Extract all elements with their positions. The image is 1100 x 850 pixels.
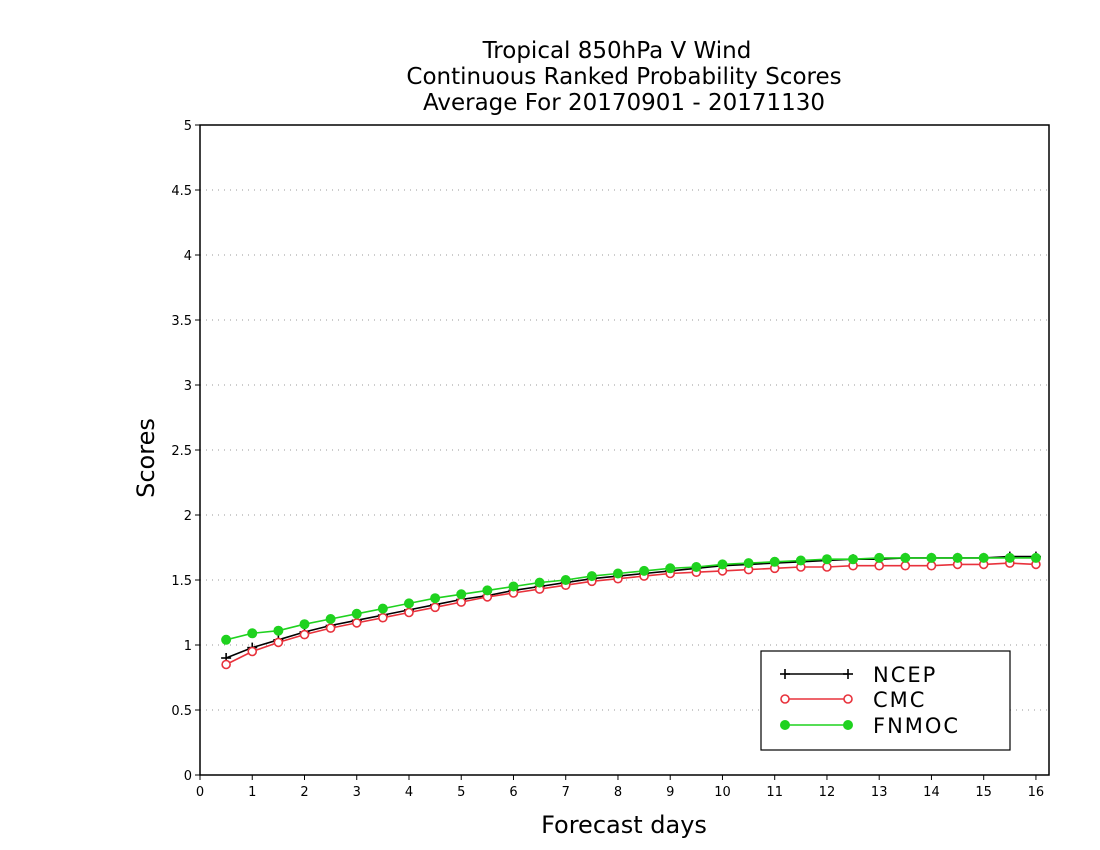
- x-tick-label: 16: [1028, 785, 1045, 800]
- y-tick-label: 0: [184, 769, 192, 784]
- data-point-cmc: [299, 629, 310, 640]
- legend-label-fnmoc: FNMOC: [873, 714, 960, 738]
- data-point-fnmoc: [351, 608, 362, 619]
- x-tick-label: 12: [819, 785, 836, 800]
- y-tick-label: 1.5: [171, 574, 192, 589]
- series-ncep: [221, 551, 1041, 663]
- series-line-fnmoc: [225, 557, 1036, 641]
- series-line-cmc: [225, 562, 1036, 666]
- series-fnmoc: [221, 552, 1041, 645]
- data-point-fnmoc: [1004, 552, 1015, 563]
- data-point-fnmoc: [639, 565, 650, 576]
- data-series: [221, 551, 1041, 670]
- chart-title: Tropical 850hPa V Wind Continuous Ranked…: [406, 38, 841, 116]
- x-tick-label: 0: [196, 785, 204, 800]
- chart-title-line-2: Continuous Ranked Probability Scores: [406, 64, 841, 90]
- data-point-cmc: [404, 607, 414, 618]
- x-tick-label: 15: [975, 785, 992, 800]
- y-tick-label: 4: [184, 249, 192, 264]
- x-axis: 0 1 2 3 4 5 6 7 8 9 10 11 12 13 14 15 16: [196, 775, 1044, 800]
- data-point-fnmoc: [247, 628, 258, 639]
- data-point-fnmoc: [221, 634, 232, 645]
- data-point-fnmoc: [952, 552, 963, 563]
- x-tick-label: 13: [871, 785, 888, 800]
- data-point-fnmoc: [665, 563, 676, 574]
- data-point-cmc: [325, 623, 336, 633]
- legend-marker-cmc: [843, 694, 853, 704]
- x-tick-label: 11: [766, 785, 783, 800]
- data-point-fnmoc: [717, 559, 728, 570]
- data-point-fnmoc: [978, 552, 989, 563]
- legend-entry-ncep: NCEP: [780, 663, 937, 687]
- data-point-cmc: [247, 646, 258, 657]
- data-point-fnmoc: [743, 558, 754, 569]
- data-point-cmc: [221, 659, 231, 670]
- chart-title-line-1: Tropical 850hPa V Wind: [482, 38, 752, 64]
- data-point-fnmoc: [900, 552, 911, 563]
- data-point-fnmoc: [482, 585, 493, 596]
- gridlines: [200, 189, 1049, 711]
- data-point-cmc: [430, 602, 440, 613]
- x-tick-label: 8: [614, 785, 622, 800]
- x-tick-label: 10: [714, 785, 731, 800]
- x-tick-label: 2: [300, 785, 308, 800]
- x-axis-label: Forecast days: [541, 811, 707, 839]
- data-point-fnmoc: [586, 571, 597, 582]
- y-axis-label: Scores: [132, 418, 160, 498]
- y-tick-label: 2.5: [171, 444, 192, 459]
- data-point-fnmoc: [691, 562, 702, 572]
- legend-label-ncep: NCEP: [873, 663, 937, 687]
- data-point-fnmoc: [612, 568, 623, 579]
- y-tick-label: 4.5: [171, 184, 192, 199]
- legend-marker-ncep: [843, 669, 853, 679]
- data-point-fnmoc: [769, 556, 780, 567]
- x-tick-label: 6: [509, 785, 517, 800]
- x-tick-label: 7: [562, 785, 570, 800]
- y-tick-label: 1: [184, 639, 192, 654]
- chart-title-line-3: Average For 20170901 - 20171130: [423, 90, 825, 116]
- y-tick-label: 3: [184, 379, 192, 394]
- data-point-fnmoc: [299, 619, 310, 630]
- data-point-fnmoc: [821, 554, 832, 565]
- x-tick-label: 1: [248, 785, 256, 800]
- legend-box: [760, 650, 1011, 751]
- y-tick-label: 5: [184, 119, 192, 134]
- data-point-fnmoc: [325, 614, 336, 624]
- legend-marker-fnmoc: [843, 720, 853, 730]
- data-point-fnmoc: [377, 603, 388, 614]
- data-point-cmc: [273, 637, 284, 648]
- x-tick-label: 4: [405, 785, 413, 800]
- data-point-fnmoc: [508, 581, 519, 592]
- y-tick-label: 3.5: [171, 314, 192, 329]
- data-point-fnmoc: [430, 593, 441, 604]
- data-point-fnmoc: [1030, 552, 1041, 563]
- data-point-fnmoc: [403, 598, 414, 609]
- data-point-cmc: [378, 612, 388, 623]
- legend-entry-cmc: CMC: [780, 688, 926, 712]
- data-point-fnmoc: [874, 552, 885, 563]
- legend-marker-ncep: [780, 669, 790, 679]
- y-tick-label: 2: [184, 509, 192, 524]
- legend-entry-fnmoc: FNMOC: [780, 714, 960, 738]
- x-tick-label: 3: [353, 785, 361, 800]
- legend-label-cmc: CMC: [873, 688, 926, 712]
- data-point-fnmoc: [848, 554, 859, 565]
- x-tick-label: 14: [923, 785, 940, 800]
- data-point-fnmoc: [926, 552, 937, 563]
- legend-marker-cmc: [780, 694, 790, 704]
- data-point-fnmoc: [456, 589, 467, 600]
- data-point-fnmoc: [273, 625, 284, 636]
- data-point-cmc: [351, 618, 362, 628]
- x-tick-label: 5: [457, 785, 465, 800]
- y-axis: 0 0.5 1 1.5 2 2.5 3 3.5 4 4.5 5: [171, 119, 200, 784]
- data-point-fnmoc: [534, 577, 545, 588]
- data-point-fnmoc: [560, 575, 571, 585]
- y-tick-label: 0.5: [171, 704, 192, 719]
- legend-marker-fnmoc: [780, 720, 790, 730]
- data-point-fnmoc: [795, 555, 806, 566]
- x-tick-label: 9: [666, 785, 674, 800]
